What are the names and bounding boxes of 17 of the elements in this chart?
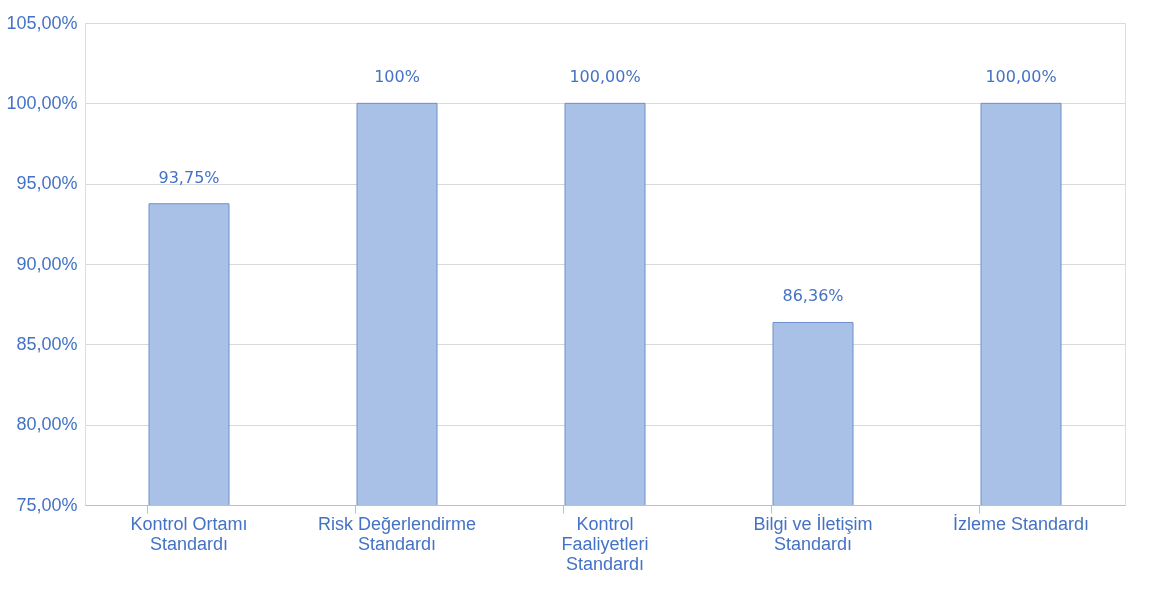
y-tick-label: 85,00%	[16, 333, 78, 354]
y-tick-label: 105,00%	[6, 12, 78, 33]
x-tick-label: Kontrol Ortamı Standardı	[130, 513, 248, 554]
y-tick-label: 80,00%	[16, 414, 78, 435]
data-label: 100,00%	[985, 67, 1057, 87]
x-tick-label: Kontrol Faaliyetleri Standardı	[561, 513, 649, 574]
data-label: 100%	[374, 67, 420, 87]
y-tick-label: 95,00%	[16, 173, 78, 194]
data-label: 93,75%	[158, 167, 220, 187]
data-label: 100,00%	[569, 67, 641, 87]
x-tick-label: Bilgi ve İletişim Standardı	[753, 513, 873, 554]
x-tick-label: İzleme Standardı	[952, 513, 1090, 534]
y-tick-label: 100,00%	[6, 92, 78, 113]
y-tick-label: 75,00%	[16, 494, 78, 515]
y-tick-label: 90,00%	[16, 253, 78, 274]
data-label: 86,36%	[782, 286, 844, 306]
x-tick-label: Risk Değerlendirme Standardı	[317, 513, 477, 554]
